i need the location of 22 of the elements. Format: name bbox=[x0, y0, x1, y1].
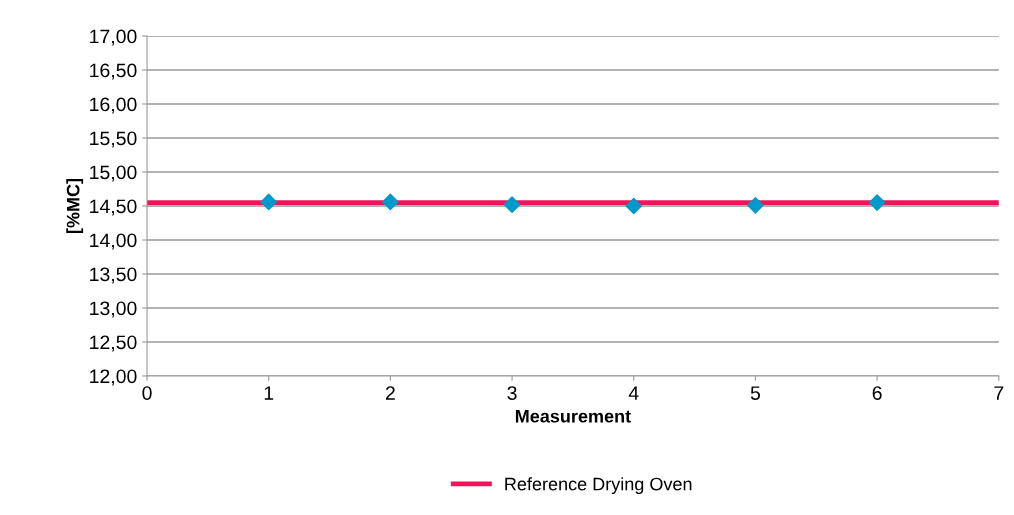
y-tick-label: 15,50 bbox=[90, 131, 137, 148]
y-tick-label: 15,00 bbox=[90, 165, 137, 182]
y-tick-label: 13,50 bbox=[90, 267, 137, 284]
y-tick-label: 14,00 bbox=[90, 233, 137, 250]
x-tick-label: 7 bbox=[994, 386, 1004, 400]
x-tick-label: 5 bbox=[750, 386, 761, 400]
x-tick-label: 0 bbox=[142, 386, 152, 400]
y-tick-label: 14,50 bbox=[90, 199, 137, 216]
x-tick-label: 6 bbox=[872, 386, 882, 400]
x-tick-label: 4 bbox=[628, 386, 639, 400]
x-tick-label: 1 bbox=[264, 386, 274, 400]
x-tick-label: 3 bbox=[507, 386, 517, 400]
y-tick-label: 12,50 bbox=[90, 335, 137, 352]
y-axis-title: [%MC] bbox=[66, 178, 84, 234]
y-tick-label: 16,00 bbox=[90, 97, 137, 114]
y-tick-label: 16,50 bbox=[90, 63, 137, 80]
legend-label: Reference Drying Oven bbox=[505, 477, 692, 495]
y-tick-label: 12,00 bbox=[90, 369, 137, 386]
y-tick-label: 13,00 bbox=[90, 301, 137, 318]
y-tick-label: 17,00 bbox=[90, 29, 137, 46]
x-tick-label: 2 bbox=[385, 386, 395, 400]
x-axis-title: Measurement bbox=[515, 410, 631, 423]
